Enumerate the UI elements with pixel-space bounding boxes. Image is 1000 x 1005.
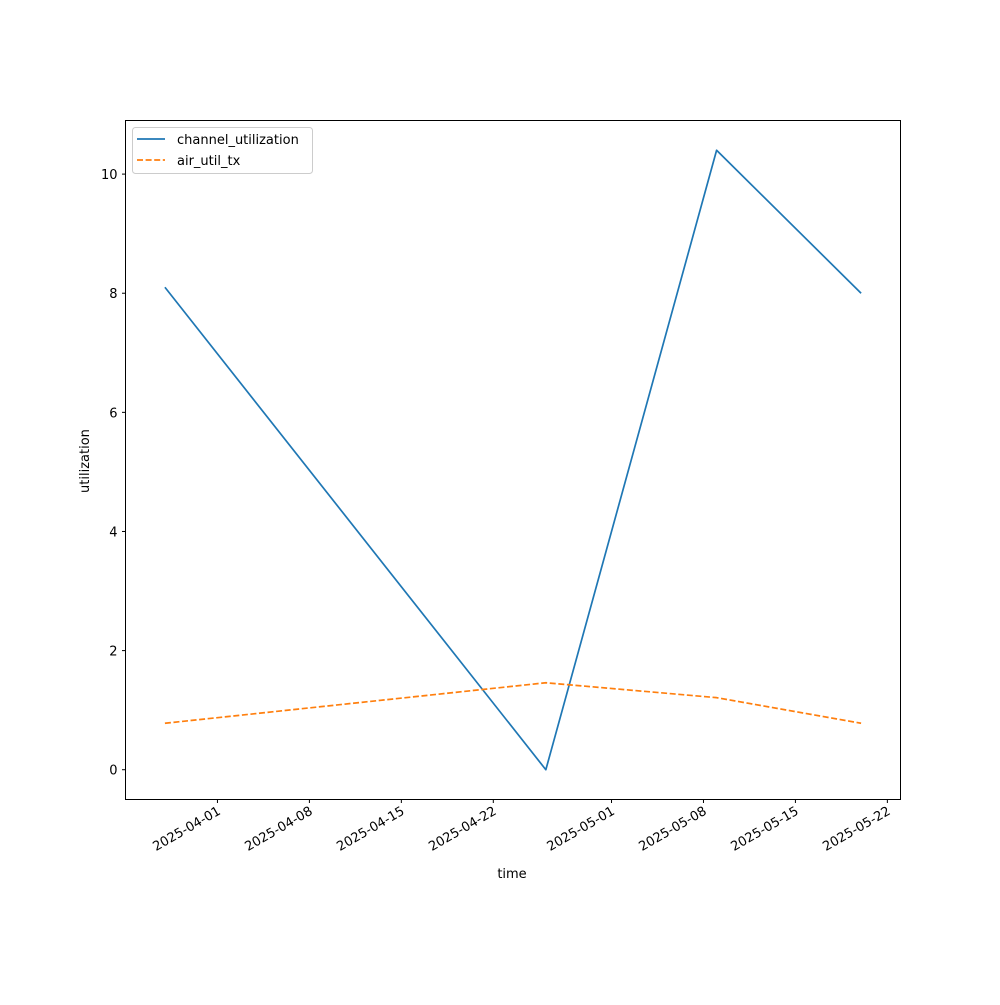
y-tick-label: 4	[109, 525, 117, 540]
series-line-air-util-tx	[164, 681, 862, 725]
y-axis-label: utilization	[78, 429, 93, 493]
legend-label: channel_utilization	[177, 133, 299, 148]
x-tick-label: 2025-04-22	[426, 804, 499, 855]
plot-area-frame	[125, 120, 901, 800]
x-tick-label: 2025-05-08	[637, 804, 710, 855]
series-line-channel-utilization	[164, 149, 862, 771]
x-tick-label: 2025-04-15	[334, 804, 407, 855]
x-axis-label: time	[497, 867, 526, 882]
x-axis: 2025-04-01 2025-04-08 2025-04-15 2025-04-22…	[151, 799, 893, 855]
y-tick-label: 6	[109, 406, 117, 421]
y-tick-label: 10	[101, 168, 118, 183]
legend-box	[132, 127, 313, 174]
y-tick-label: 2	[109, 645, 117, 660]
x-tick-label: 2025-05-22	[820, 804, 893, 855]
series-layer	[164, 149, 862, 771]
legend: channel_utilization air_util_tx	[132, 127, 313, 174]
x-tick-label: 2025-05-15	[728, 804, 801, 855]
y-tick-label: 8	[109, 287, 117, 302]
y-axis: 0 2 4 6 8 10	[101, 168, 126, 779]
x-tick-label: 2025-04-01	[151, 804, 224, 855]
y-tick-label: 0	[109, 764, 117, 779]
x-tick-label: 2025-05-01	[545, 804, 618, 855]
x-tick-label: 2025-04-08	[242, 804, 315, 855]
legend-label: air_util_tx	[177, 154, 241, 169]
